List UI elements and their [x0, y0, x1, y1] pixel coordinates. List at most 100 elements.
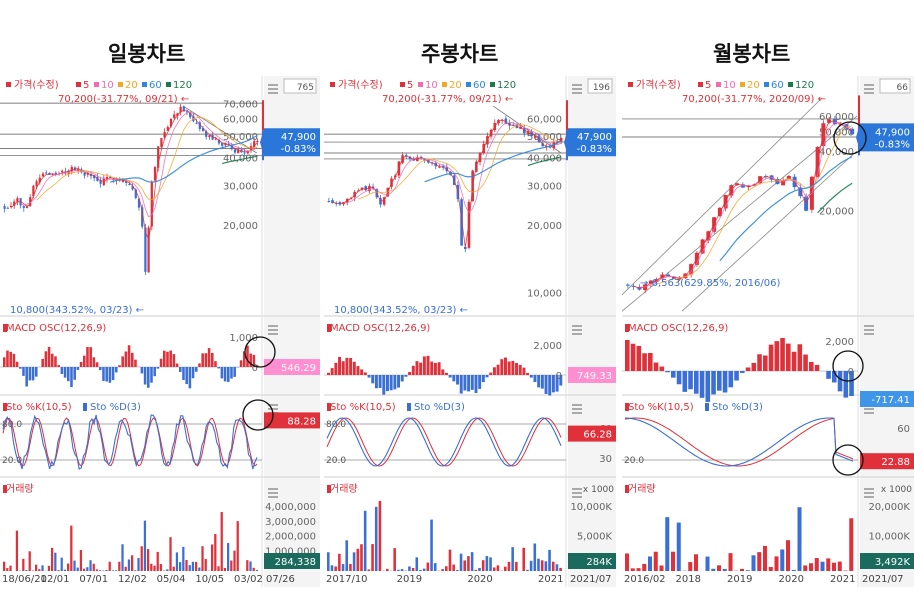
macd-bar — [434, 363, 437, 375]
menu-icon — [864, 492, 874, 494]
price-tick-label: 30,000 — [527, 182, 562, 193]
menu-icon — [864, 488, 874, 490]
legend-swatch-ma — [142, 82, 147, 87]
macd-bar — [35, 367, 38, 377]
volume-bar — [189, 565, 191, 571]
volume-bar — [545, 561, 548, 571]
candle-body — [45, 172, 47, 173]
volume-bar — [832, 563, 836, 571]
volume-bar — [849, 518, 853, 571]
volume-bar — [125, 567, 127, 571]
volume-bar — [16, 531, 18, 571]
macd-bar — [189, 367, 192, 388]
volume-bar — [763, 546, 767, 571]
volume-bar — [430, 520, 433, 571]
volume-bar — [99, 570, 101, 571]
legend-ma-label: 10 — [101, 80, 114, 91]
macd-bar — [519, 365, 522, 375]
monthly-chart-panel[interactable]: 6660,00050,00040,00020,000가격(수정)51020601… — [622, 76, 914, 587]
macd-bar — [64, 367, 67, 378]
volume-bar — [173, 567, 175, 571]
macd-bar — [201, 353, 204, 367]
macd-bar — [112, 367, 115, 380]
macd-bar — [786, 344, 791, 371]
macd-bar — [208, 348, 211, 367]
volume-bar — [729, 553, 733, 571]
price-range-bar-down — [566, 130, 568, 160]
macd-bar — [746, 367, 751, 371]
macd-bar — [19, 367, 22, 369]
sto-value: 66.28 — [583, 430, 612, 441]
menu-icon — [864, 408, 874, 410]
volume-bar — [345, 540, 348, 571]
macd-bar — [471, 375, 474, 390]
volume-bar — [648, 556, 652, 571]
macd-bar — [408, 372, 411, 375]
legend-swatch-price — [628, 82, 633, 87]
macd-bar — [700, 371, 705, 398]
macd-bar — [9, 352, 12, 367]
menu-icon — [268, 84, 278, 86]
volume-bar — [3, 562, 5, 571]
macd-bar — [427, 356, 430, 375]
menu-icon — [864, 412, 874, 414]
volume-bar — [144, 521, 146, 571]
macd-bar — [57, 365, 60, 367]
sto-legend-swatch — [3, 403, 7, 411]
macd-bar — [227, 367, 230, 382]
macd-bar — [412, 366, 415, 375]
volume-bar — [131, 555, 133, 571]
candle-body — [7, 208, 9, 209]
macd-bar — [217, 367, 220, 368]
macd-bar — [792, 352, 797, 371]
volume-bar — [338, 554, 341, 571]
macd-bar — [660, 367, 665, 371]
volume-bar — [67, 564, 69, 571]
volume-bar — [96, 569, 98, 571]
menu-icon — [572, 404, 582, 406]
macd-bar — [706, 371, 711, 402]
volume-bar — [717, 565, 721, 571]
date-tick-label: 07/26 — [266, 574, 295, 585]
current-price-value: 47,900 — [281, 132, 316, 143]
volume-bar — [73, 561, 75, 571]
low-annotation: 10,800(343.52%, 03/23) ← — [10, 305, 144, 316]
volume-bar — [541, 560, 544, 571]
legend-price-label: 가격(수정) — [338, 78, 383, 91]
menu-icon — [864, 92, 874, 94]
macd-bar — [504, 358, 507, 375]
volume-bar — [508, 562, 511, 571]
volume-bar — [559, 568, 562, 571]
daily-heading: 일봉차트 — [108, 38, 185, 68]
low-annotation: 10,800(343.52%, 03/23) ← — [334, 305, 468, 316]
volume-bar — [357, 549, 360, 571]
macd-bar — [125, 351, 128, 367]
macd-bar — [493, 367, 496, 375]
volume-bar — [769, 567, 773, 571]
price-tick-label: 40,000 — [819, 147, 854, 158]
volume-bar — [456, 570, 459, 571]
macd-bar — [45, 351, 48, 367]
macd-bar — [500, 359, 503, 375]
macd-tick-label: 0 — [556, 371, 562, 382]
volume-bar — [51, 548, 53, 571]
macd-bar — [176, 364, 179, 367]
menu-icon — [572, 492, 582, 494]
candle-body — [208, 135, 210, 137]
weekly-heading: 주봉차트 — [421, 38, 498, 68]
current-price-change: -0.83% — [281, 144, 316, 155]
macd-bar — [489, 373, 492, 375]
legend-ma-label: 20 — [747, 80, 760, 91]
sto-legend-swatch — [625, 403, 629, 411]
date-tick-label: 02/01 — [41, 574, 70, 585]
price-range-bar-down — [262, 130, 264, 160]
sto-value: 22.88 — [881, 457, 910, 468]
volume-bar — [349, 564, 352, 571]
volume-bar — [128, 560, 130, 571]
macd-bar — [368, 375, 371, 378]
volume-bar — [256, 570, 258, 571]
legend-ma-label: 10 — [425, 80, 438, 91]
menu-icon — [572, 496, 582, 498]
